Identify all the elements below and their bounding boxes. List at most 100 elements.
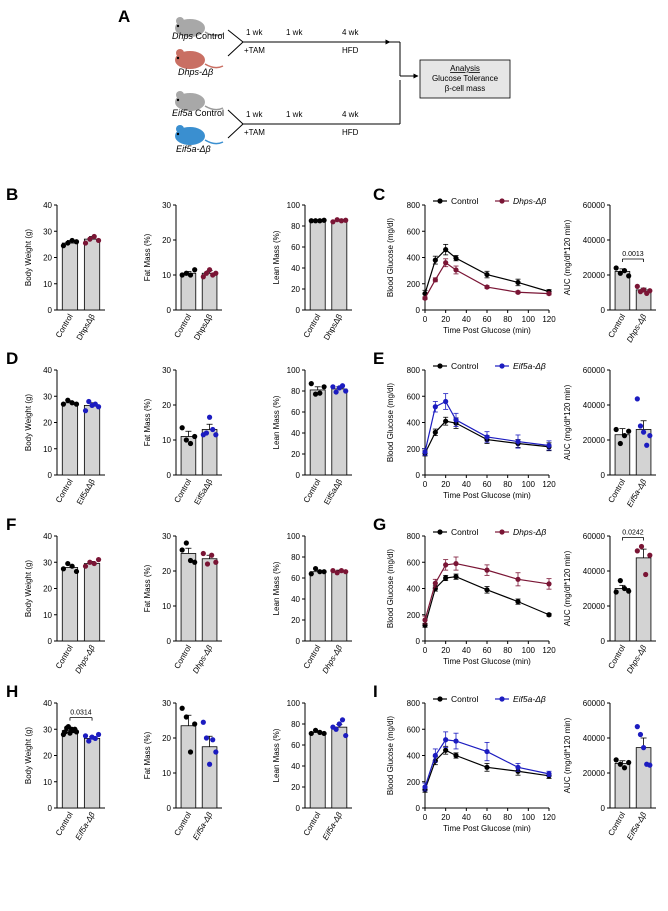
- analysis-line2: β-cell mass: [445, 84, 486, 93]
- data-point: [65, 397, 71, 403]
- x-tick-label: Control: [172, 643, 193, 670]
- y-tick-label: 400: [407, 585, 421, 594]
- analysis-box: [419, 59, 511, 99]
- x-tick-label: 80: [503, 315, 512, 324]
- top-wk1b: 1 wk: [286, 28, 303, 37]
- y-tick-label: 100: [287, 201, 301, 210]
- data-point: [60, 401, 67, 407]
- data-point: [308, 218, 314, 224]
- data-point: [634, 724, 640, 730]
- x-axis-label: Time Post Glucose (min): [443, 326, 531, 335]
- eif5a-control-label: Eif5a Control: [172, 108, 224, 118]
- y-axis-label: Blood Glucose (mg/dl): [386, 716, 395, 795]
- x-tick-label: Eif5a-Δβ: [74, 810, 97, 842]
- data-point: [453, 752, 459, 759]
- mouse-dhps-ko-icon: [175, 49, 224, 69]
- y-tick-label: 40: [43, 699, 52, 708]
- data-point: [613, 265, 619, 271]
- data-point: [183, 270, 189, 276]
- y-tick-label: 200: [407, 445, 421, 454]
- x-tick-label: DhpsΔβ: [322, 312, 344, 342]
- eif5a-ko-label: Eif5a-Δβ: [176, 144, 211, 154]
- data-point: [484, 567, 490, 573]
- x-tick-label: 0: [423, 646, 428, 655]
- y-tick-label: 40: [43, 532, 52, 541]
- y-tick-label: 0: [416, 306, 421, 315]
- data-point: [443, 260, 449, 266]
- data-point: [546, 290, 552, 297]
- chart-B1: 0 10 20 30 40 Body Weight (g) Control DhpsΔβ: [24, 201, 105, 342]
- legend-label: Control: [451, 361, 479, 371]
- x-tick-label: Eif5aΔβ: [75, 477, 97, 506]
- x-tick-label: Eif5a-Δβ: [321, 810, 344, 842]
- chart-D2: 0 10 20 30 Fat Mass (%) Control Eif5aΔβ: [143, 366, 222, 506]
- x-tick-label: 100: [522, 813, 536, 822]
- bottom-hfd: HFD: [342, 128, 359, 137]
- panel-letter-e: E: [373, 349, 384, 368]
- data-point: [183, 714, 189, 720]
- panel-letter-b: B: [6, 185, 18, 204]
- data-point: [86, 738, 92, 744]
- y-tick-label: 60: [291, 574, 300, 583]
- bottom-wk1: 1 wk: [246, 110, 263, 119]
- bar: [180, 272, 197, 311]
- data-point: [484, 748, 490, 755]
- y-tick-label: 10: [43, 280, 52, 289]
- legend-marker: [437, 363, 443, 369]
- x-tick-label: 0: [423, 315, 428, 324]
- x-tick-label: 60: [483, 480, 492, 489]
- y-axis-label: Fat Mass (%): [143, 731, 152, 779]
- x-tick-label: 100: [522, 315, 536, 324]
- panel-letter-a: A: [118, 7, 130, 26]
- y-axis-label: AUC (mg/dl*120 min): [563, 717, 572, 793]
- data-point: [432, 404, 438, 410]
- data-point: [200, 274, 206, 280]
- y-tick-label: 0: [296, 471, 301, 480]
- y-axis-label: Body Weight (g): [24, 560, 33, 618]
- bar: [309, 732, 326, 809]
- y-tick-label: 0: [601, 804, 606, 813]
- y-axis-label: AUC (mg/dl*120 min): [563, 550, 572, 626]
- data-point: [621, 268, 628, 274]
- x-tick-label: 20: [441, 813, 450, 822]
- y-tick-label: 400: [407, 419, 421, 428]
- data-point: [308, 571, 314, 577]
- data-point: [647, 762, 653, 768]
- data-point: [432, 429, 438, 435]
- x-tick-label: 40: [462, 646, 471, 655]
- y-tick-label: 0: [601, 637, 606, 646]
- data-point: [192, 433, 198, 440]
- y-tick-label: 40000: [583, 734, 606, 743]
- bar: [614, 588, 631, 642]
- data-point: [192, 267, 198, 273]
- data-point: [443, 747, 449, 753]
- panel-letter-g: G: [373, 515, 386, 534]
- x-tick-label: 40: [462, 813, 471, 822]
- y-tick-label: 600: [407, 725, 421, 734]
- data-point: [87, 559, 93, 565]
- data-point: [91, 560, 97, 567]
- bar: [614, 762, 631, 809]
- x-tick-label: 60: [483, 646, 492, 655]
- data-point: [179, 272, 185, 278]
- y-tick-label: 80: [291, 387, 300, 396]
- panel-letter-f: F: [6, 515, 16, 534]
- data-point: [187, 272, 194, 278]
- x-tick-label: Dhps-Δβ: [191, 643, 215, 675]
- data-point: [321, 217, 327, 223]
- data-point: [422, 449, 428, 455]
- data-point: [203, 430, 210, 436]
- data-point: [453, 738, 459, 744]
- chart-D1: 0 10 20 30 40 Body Weight (g) Control Eif5aΔβ: [24, 366, 105, 506]
- y-tick-label: 0: [48, 637, 53, 646]
- x-tick-label: Control: [172, 312, 193, 339]
- chart-E2: 0 20000 40000 60000 AUC (mg/dl*120 min) Contr…: [563, 366, 656, 509]
- data-point: [312, 391, 319, 397]
- data-point: [617, 761, 623, 767]
- data-point: [92, 735, 98, 742]
- panel-letter-i: I: [373, 682, 378, 701]
- y-tick-label: 0: [48, 804, 53, 813]
- y-tick-label: 0: [167, 471, 172, 480]
